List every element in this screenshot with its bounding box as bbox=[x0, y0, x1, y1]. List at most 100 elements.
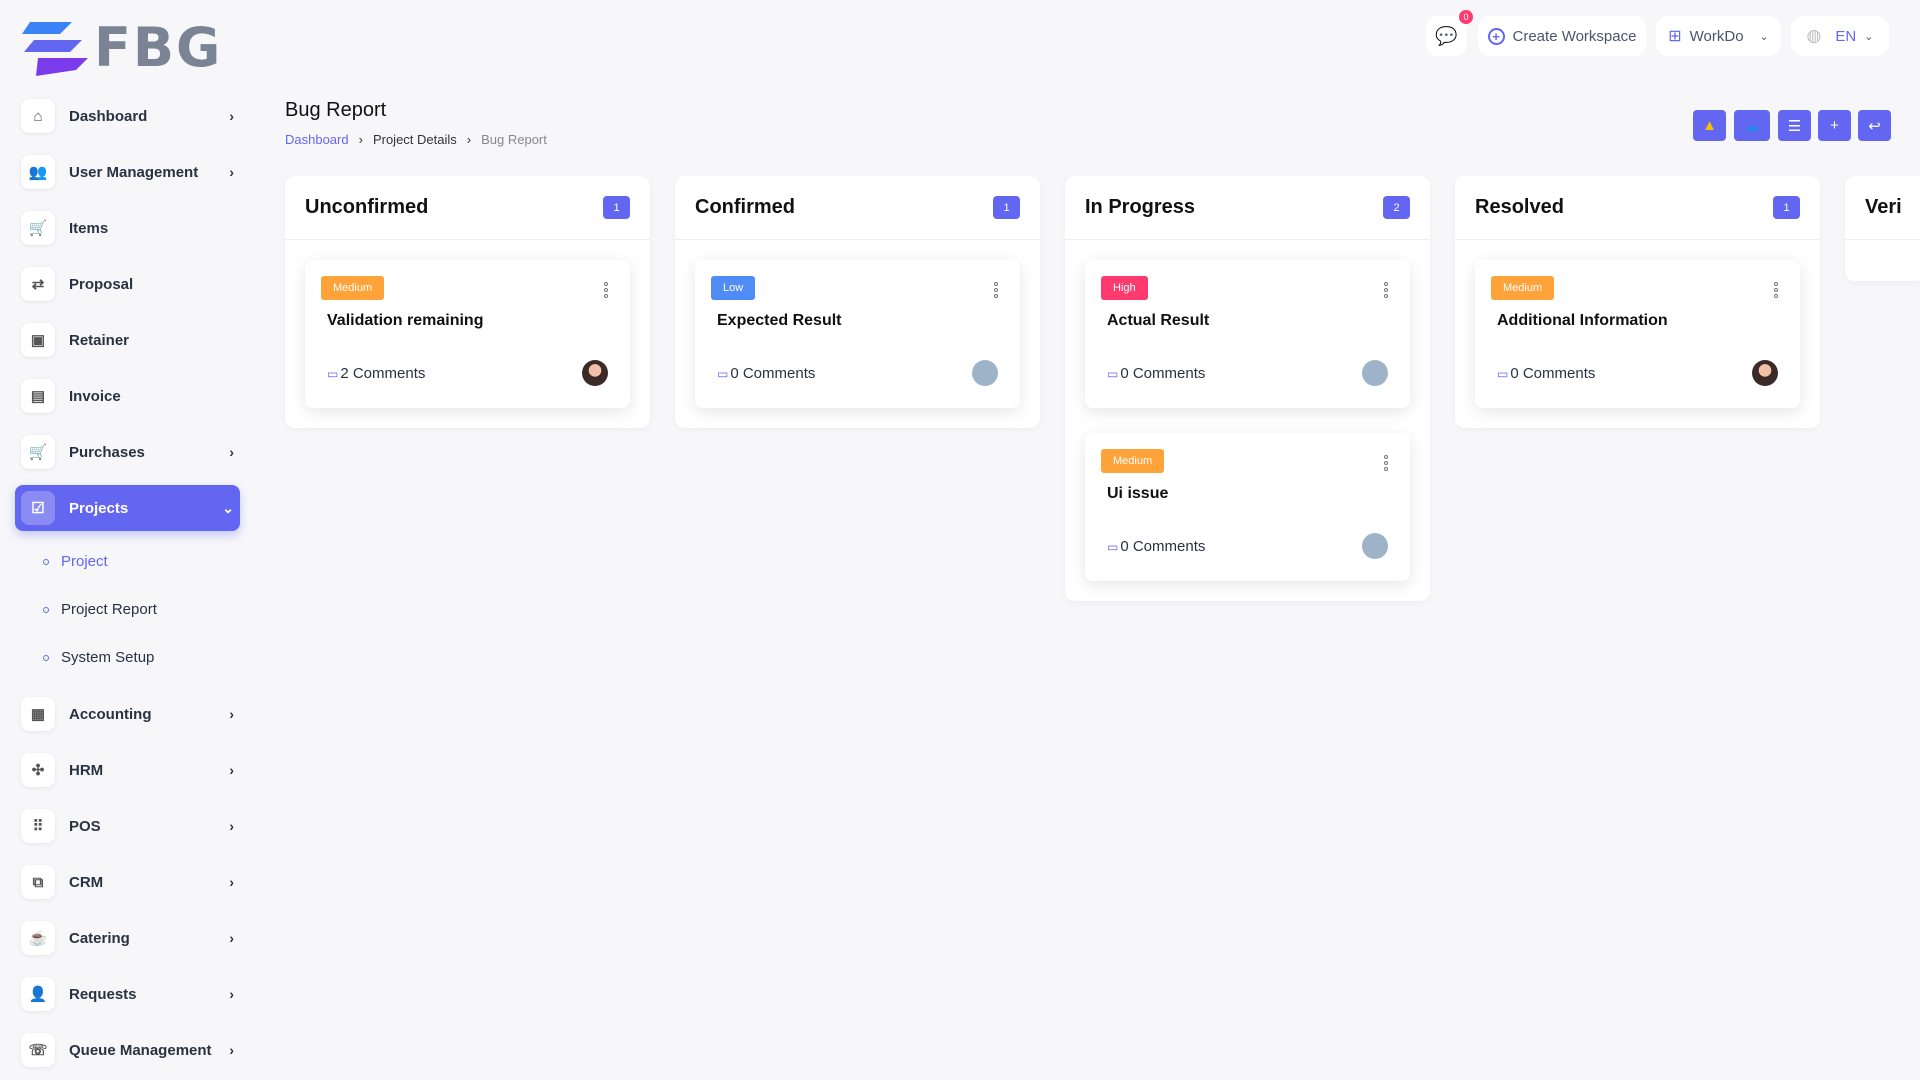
chevron-right-icon: › bbox=[229, 444, 234, 460]
card-title[interactable]: Additional Information bbox=[1497, 312, 1668, 329]
comments-count: 0 Comments bbox=[730, 365, 816, 382]
chevron-right-icon: › bbox=[229, 818, 234, 834]
sidebar-item-user-management[interactable]: 👥 User Management › bbox=[15, 149, 240, 195]
language-dropdown[interactable]: ◍ EN ⌄ bbox=[1791, 16, 1889, 56]
card-title[interactable]: Actual Result bbox=[1107, 312, 1210, 329]
avatar bbox=[972, 360, 998, 386]
sidebar-item-label: Proposal bbox=[69, 275, 134, 293]
onedrive-button[interactable]: ☁ bbox=[1734, 110, 1770, 141]
logo[interactable]: FBG bbox=[22, 16, 222, 79]
sidebar-item-label: CRM bbox=[69, 873, 104, 891]
list-icon: ☰ bbox=[1787, 117, 1802, 135]
sidebar-subitem-project[interactable]: Project bbox=[43, 553, 108, 570]
catering-icon: ☕ bbox=[21, 921, 55, 955]
more-vertical-icon[interactable] bbox=[1384, 455, 1388, 471]
sidebar-item-invoice[interactable]: ▤ Invoice bbox=[15, 373, 240, 419]
comments-link[interactable]: ▭ 0 Comments bbox=[1497, 365, 1595, 382]
crm-icon: ⧉ bbox=[21, 865, 55, 899]
sidebar-item-label: Dashboard bbox=[69, 107, 148, 125]
sidebar-item-label: Invoice bbox=[69, 387, 121, 405]
chevron-right-icon: › bbox=[229, 706, 234, 722]
add-button[interactable]: + bbox=[1818, 110, 1851, 141]
card-title[interactable]: Ui issue bbox=[1107, 485, 1169, 502]
sidebar-item-queue-management[interactable]: ☏ Queue Management › bbox=[15, 1027, 240, 1073]
sidebar-item-dashboard[interactable]: ⌂ Dashboard › bbox=[15, 93, 240, 139]
sidebar-item-label: Catering bbox=[69, 929, 130, 947]
chevron-right-icon: › bbox=[229, 1042, 234, 1058]
back-icon: ↩ bbox=[1868, 117, 1881, 135]
bug-card[interactable]: Low Expected Result ▭ 0 Comments bbox=[695, 260, 1020, 408]
column-count-badge: 1 bbox=[1773, 196, 1800, 219]
list-view-button[interactable]: ☰ bbox=[1778, 110, 1811, 141]
sidebar-item-pos[interactable]: ⠿ POS › bbox=[15, 803, 240, 849]
hrm-icon: ✣ bbox=[21, 753, 55, 787]
chevron-down-icon: ⌄ bbox=[1759, 30, 1769, 43]
bug-card[interactable]: Medium Additional Information ▭ 0 Comment… bbox=[1475, 260, 1800, 408]
column-header: Resolved 1 bbox=[1455, 176, 1820, 240]
sidebar-item-accounting[interactable]: ▦ Accounting › bbox=[15, 691, 240, 737]
users-icon: 👥 bbox=[21, 155, 55, 189]
more-vertical-icon[interactable] bbox=[994, 282, 998, 298]
dots-grid-icon: ⠿ bbox=[21, 809, 55, 843]
user-plus-icon: 👤 bbox=[21, 977, 55, 1011]
bug-card[interactable]: High Actual Result ▭ 0 Comments bbox=[1085, 260, 1410, 408]
plus-circle-icon: + bbox=[1487, 27, 1505, 45]
sidebar-subitem-system-setup[interactable]: System Setup bbox=[43, 649, 154, 666]
column-title: In Progress bbox=[1085, 196, 1196, 218]
card-title[interactable]: Expected Result bbox=[717, 312, 842, 329]
workspace-dropdown[interactable]: ⊞ WorkDo ⌄ bbox=[1656, 16, 1781, 56]
bug-card[interactable]: Medium Ui issue ▭ 0 Comments bbox=[1085, 433, 1410, 581]
column-title: Resolved bbox=[1475, 196, 1564, 218]
priority-badge: Low bbox=[711, 276, 756, 300]
bullet-icon bbox=[43, 558, 49, 565]
column-header: In Progress 2 bbox=[1065, 176, 1430, 240]
chat-button[interactable]: 💬 0 bbox=[1426, 10, 1473, 56]
column-in-progress: In Progress 2 High Actual Result ▭ 0 Comme… bbox=[1065, 176, 1430, 601]
bullet-icon bbox=[43, 606, 49, 613]
create-workspace-button[interactable]: + Create Workspace bbox=[1478, 16, 1646, 56]
google-drive-button[interactable]: ▲ bbox=[1693, 110, 1726, 141]
chevron-right-icon: › bbox=[466, 132, 472, 147]
sidebar-subitem-label: Project bbox=[61, 553, 108, 570]
comments-link[interactable]: ▭ 0 Comments bbox=[1107, 538, 1205, 555]
grid-icon: ▦ bbox=[21, 697, 55, 731]
bug-card[interactable]: Medium Validation remaining ▭ 2 Comments bbox=[305, 260, 630, 408]
priority-badge: Medium bbox=[321, 276, 385, 300]
chevron-down-icon: ⌄ bbox=[1864, 30, 1874, 43]
chevron-down-icon: ⌄ bbox=[222, 499, 234, 516]
breadcrumb-project-details[interactable]: Project Details bbox=[372, 132, 457, 147]
breadcrumb-dashboard[interactable]: Dashboard bbox=[285, 132, 349, 147]
sidebar-item-purchases[interactable]: 🛒 Purchases › bbox=[15, 429, 240, 475]
cart-icon: 🛒 bbox=[21, 211, 55, 245]
comments-link[interactable]: ▭ 0 Comments bbox=[717, 365, 815, 382]
sidebar-item-retainer[interactable]: ▣ Retainer bbox=[15, 317, 240, 363]
check-square-icon: ☑ bbox=[21, 491, 55, 525]
sidebar-item-catering[interactable]: ☕ Catering › bbox=[15, 915, 240, 961]
proposal-icon: ⇄ bbox=[21, 267, 55, 301]
sidebar-item-projects[interactable]: ☑ Projects ⌄ bbox=[15, 485, 240, 531]
comments-link[interactable]: ▭ 2 Comments bbox=[327, 365, 425, 382]
back-button[interactable]: ↩ bbox=[1858, 110, 1891, 141]
sidebar-item-requests[interactable]: 👤 Requests › bbox=[15, 971, 240, 1017]
sidebar-subitem-project-report[interactable]: Project Report bbox=[43, 601, 157, 618]
google-drive-icon: ▲ bbox=[1702, 117, 1717, 134]
retainer-icon: ▣ bbox=[21, 323, 55, 357]
more-vertical-icon[interactable] bbox=[1774, 282, 1778, 298]
chevron-right-icon: › bbox=[229, 986, 234, 1002]
more-vertical-icon[interactable] bbox=[1384, 282, 1388, 298]
avatar bbox=[1362, 533, 1388, 559]
more-vertical-icon[interactable] bbox=[604, 282, 608, 298]
sidebar-item-proposal[interactable]: ⇄ Proposal bbox=[15, 261, 240, 307]
onedrive-icon: ☁ bbox=[1744, 117, 1760, 135]
sidebar-item-crm[interactable]: ⧉ CRM › bbox=[15, 859, 240, 905]
chevron-right-icon: › bbox=[229, 164, 234, 180]
sidebar-item-label: POS bbox=[69, 817, 101, 835]
sidebar-item-items[interactable]: 🛒 Items bbox=[15, 205, 240, 251]
comments-link[interactable]: ▭ 0 Comments bbox=[1107, 365, 1205, 382]
logo-mark-icon bbox=[22, 21, 88, 76]
sidebar-item-hrm[interactable]: ✣ HRM › bbox=[15, 747, 240, 793]
priority-badge: Medium bbox=[1101, 449, 1165, 473]
card-title[interactable]: Validation remaining bbox=[327, 312, 484, 329]
comments-count: 0 Comments bbox=[1120, 538, 1206, 555]
comment-icon: ▭ bbox=[327, 366, 339, 381]
